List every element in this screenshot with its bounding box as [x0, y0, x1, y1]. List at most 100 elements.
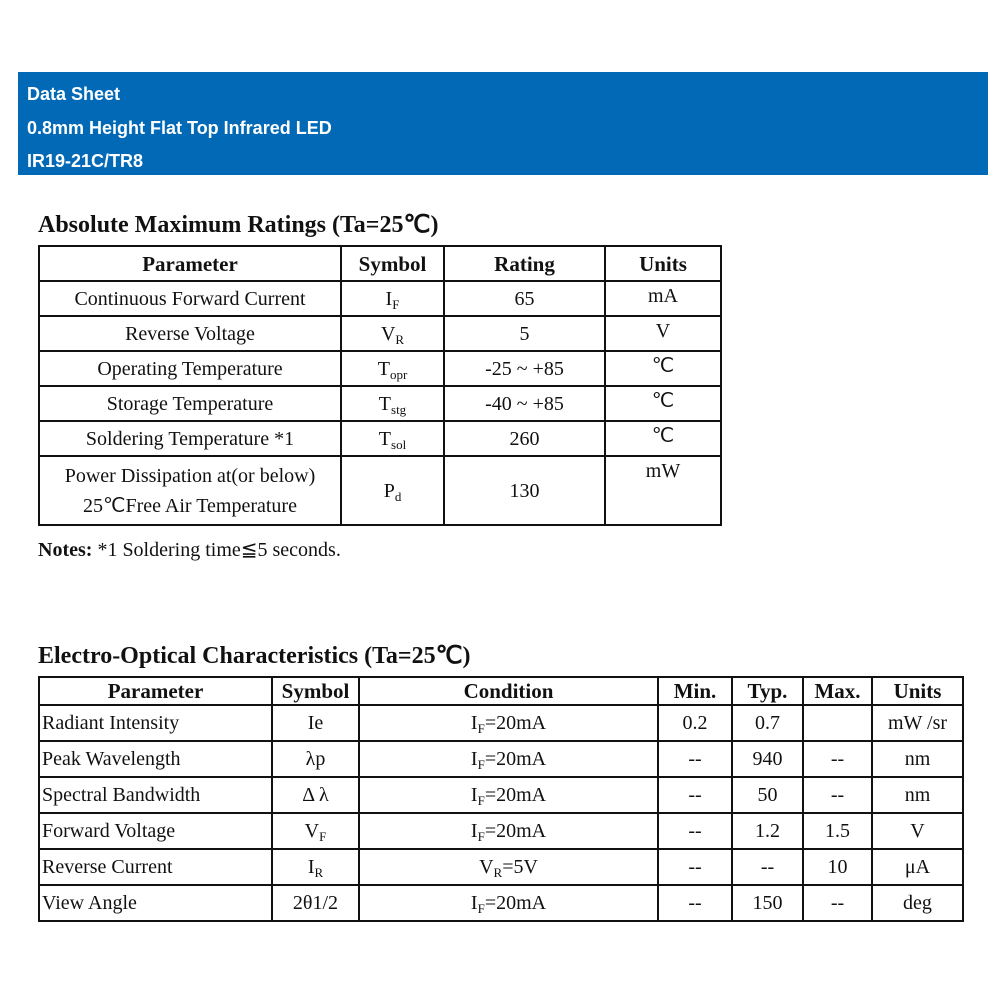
part-number: IR19-21C/TR8: [27, 151, 144, 171]
rating-cell: -25 ~ +85: [443, 350, 606, 387]
column-header-typ: Typ.: [731, 676, 804, 706]
symbol-rest: =20mA: [484, 712, 547, 734]
notes: Notes: *1 Soldering time≦5 seconds.: [38, 537, 341, 562]
typ-cell: 150: [731, 884, 804, 922]
typ-cell: 50: [731, 776, 804, 814]
symbol-subscript: F: [477, 757, 485, 772]
symbol-text: I: [470, 748, 478, 770]
notes-label: Notes:: [38, 539, 93, 561]
symbol-rest: =20mA: [484, 784, 547, 806]
symbol-cell: VF: [271, 812, 360, 850]
parameter-text: Storage Temperature: [106, 392, 274, 415]
symbol-subscript: R: [493, 865, 503, 880]
max-cell: --: [802, 740, 873, 778]
min-cell: --: [657, 812, 733, 850]
absolute-max-title: Absolute Maximum Ratings (Ta=25℃): [38, 212, 439, 238]
units-cell: mA: [604, 280, 722, 317]
parameter-text: Reverse Voltage: [125, 322, 255, 345]
table-row: Radiant Intensity Ie IF=20mA 0.2 0.7 mW /sr: [38, 704, 964, 742]
parameter-cell: Radiant Intensity: [38, 704, 273, 742]
units-cell: nm: [871, 740, 964, 778]
units-cell: ℃: [604, 420, 722, 457]
condition-cell: IF=20mA: [358, 740, 659, 778]
symbol-subscript: F: [319, 829, 327, 844]
max-cell: --: [802, 884, 873, 922]
column-header-units: Units: [871, 676, 964, 706]
symbol-subscript: opr: [389, 366, 408, 382]
symbol-cell: λp: [271, 740, 360, 778]
column-header-parameter: Parameter: [38, 245, 342, 282]
symbol-text: 2θ1/2: [292, 892, 339, 914]
table-row: Storage Temperature Tstg -40 ~ +85 ℃: [38, 385, 722, 422]
max-cell: 1.5: [802, 812, 873, 850]
rating-cell: 260: [443, 420, 606, 457]
units-cell: deg: [871, 884, 964, 922]
symbol-subscript: F: [477, 829, 485, 844]
symbol-text: V: [380, 322, 396, 345]
symbol-subscript: d: [394, 488, 402, 504]
units-cell: mW /sr: [871, 704, 964, 742]
symbol-subscript: F: [477, 721, 485, 736]
symbol-cell: 2θ1/2: [271, 884, 360, 922]
symbol-text: T: [377, 357, 390, 380]
table-row: Continuous Forward Current IF 65 mA: [38, 280, 722, 317]
symbol-subscript: sol: [391, 436, 407, 452]
parameter-cell: Peak Wavelength: [38, 740, 273, 778]
table-row: Peak Wavelength λp IF=20mA -- 940 -- nm: [38, 740, 964, 778]
symbol-text: I: [470, 712, 478, 734]
typ-cell: --: [731, 848, 804, 886]
rating-cell: -40 ~ +85: [443, 385, 606, 422]
min-cell: --: [657, 848, 733, 886]
symbol-cell: IF: [340, 280, 445, 317]
symbol-subscript: F: [477, 793, 485, 808]
parameter-cell: Operating Temperature: [38, 350, 342, 387]
symbol-text: I: [385, 287, 393, 310]
symbol-text: V: [479, 856, 494, 878]
column-header-min: Min.: [657, 676, 733, 706]
symbol-cell: Pd: [340, 455, 445, 526]
notes-text: *1 Soldering time≦5 seconds.: [92, 539, 341, 561]
symbol-rest: =20mA: [484, 748, 547, 770]
doc-type: Data Sheet: [27, 84, 121, 104]
typ-cell: 0.7: [731, 704, 804, 742]
units-cell: μA: [871, 848, 964, 886]
parameter-cell: Forward Voltage: [38, 812, 273, 850]
table-row: Spectral Bandwidth Δ λ IF=20mA -- 50 -- nm: [38, 776, 964, 814]
symbol-text: T: [378, 392, 392, 415]
symbol-text: λp: [305, 748, 326, 770]
table-row: Power Dissipation at(or below) 25℃Free Ai…: [38, 455, 722, 526]
symbol-cell: VR: [340, 315, 445, 352]
symbol-subscript: stg: [391, 401, 407, 417]
condition-cell: IF=20mA: [358, 704, 659, 742]
parameter-cell: Reverse Voltage: [38, 315, 342, 352]
units-cell: ℃: [604, 350, 722, 387]
symbol-text: I: [307, 856, 315, 878]
symbol-subscript: R: [395, 331, 405, 347]
units-cell: nm: [871, 776, 964, 814]
parameter-cell: Power Dissipation at(or below) 25℃Free Ai…: [38, 455, 342, 526]
table-row: Soldering Temperature *1 Tsol 260 ℃: [38, 420, 722, 457]
symbol-subscript: R: [314, 865, 324, 880]
symbol-subscript: F: [392, 296, 400, 312]
electro-optical-table: Parameter Symbol Condition Min. Typ. Max. Unit…: [38, 676, 964, 922]
parameter-cell: Continuous Forward Current: [38, 280, 342, 317]
max-cell: 10: [802, 848, 873, 886]
absolute-max-table: Parameter Symbol Rating Units Continuous Fo…: [38, 245, 722, 526]
symbol-text: I: [470, 892, 478, 914]
symbol-text: I: [470, 784, 478, 806]
parameter-text: Continuous Forward Current: [74, 287, 306, 310]
condition-cell: VR=5V: [358, 848, 659, 886]
parameter-cell: Spectral Bandwidth: [38, 776, 273, 814]
column-header-units: Units: [604, 245, 722, 282]
symbol-cell: Δ λ: [271, 776, 360, 814]
column-header-max: Max.: [802, 676, 873, 706]
symbol-cell: Ie: [271, 704, 360, 742]
rating-cell: 65: [443, 280, 606, 317]
parameter-cell: Storage Temperature: [38, 385, 342, 422]
symbol-cell: IR: [271, 848, 360, 886]
table-row: View Angle 2θ1/2 IF=20mA -- 150 -- deg: [38, 884, 964, 922]
column-header-rating: Rating: [443, 245, 606, 282]
min-cell: --: [657, 776, 733, 814]
parameter-cell: View Angle: [38, 884, 273, 922]
max-cell: [802, 704, 873, 742]
